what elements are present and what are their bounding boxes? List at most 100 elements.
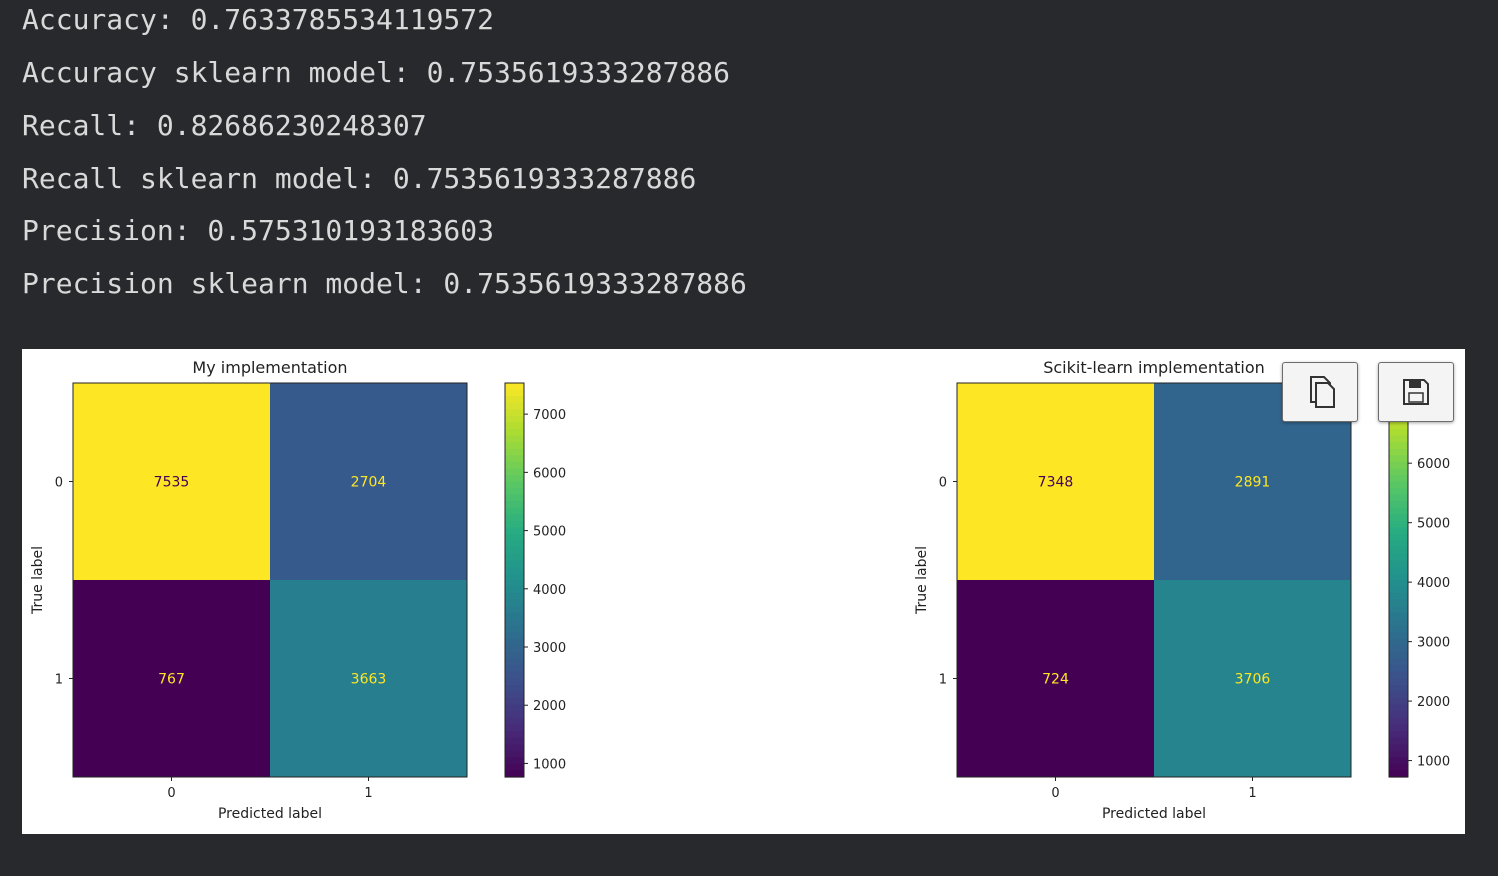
colorbar-segment (505, 534, 524, 542)
colorbar-segment (1389, 422, 1408, 430)
x-tick-label: 0 (167, 786, 175, 801)
colorbar-tick-label: 2000 (533, 699, 566, 714)
cell-value: 3706 (1235, 672, 1271, 688)
colorbar-segment (505, 389, 524, 397)
colorbar-segment (1389, 770, 1408, 778)
colorbar-segment (505, 507, 524, 515)
colorbar-segment (505, 770, 524, 778)
colorbar-segment (1389, 612, 1408, 620)
precision-line: Precision: 0.575310193183603 (22, 214, 495, 247)
colorbar-segment (505, 632, 524, 640)
colorbar-segment (1389, 586, 1408, 594)
colorbar-tick-label: 5000 (1417, 517, 1450, 532)
matrix-cell (270, 383, 467, 580)
cell-value: 767 (158, 672, 185, 688)
y-tick-label: 0 (55, 476, 63, 491)
colorbar-segment (505, 442, 524, 450)
colorbar-segment (505, 724, 524, 732)
colorbar-segment (1389, 665, 1408, 673)
colorbar-segment (1389, 606, 1408, 614)
colorbar-segment (505, 383, 524, 391)
colorbar-segment (1389, 737, 1408, 745)
colorbar-segment (1389, 698, 1408, 706)
colorbar-segment (505, 731, 524, 739)
colorbar-segment (1389, 461, 1408, 469)
colorbar-segment (505, 428, 524, 437)
colorbar-segment (505, 698, 524, 706)
save-button[interactable] (1378, 362, 1454, 422)
colorbar-segment (1389, 599, 1408, 607)
colorbar-tick-label: 7000 (533, 408, 566, 423)
colorbar-segment (505, 415, 524, 423)
matrix-cell (1154, 580, 1351, 777)
matrix-cell (957, 580, 1154, 777)
matrix-cell (73, 383, 270, 580)
colorbar-segment (505, 658, 524, 666)
colorbar-frame (504, 382, 525, 778)
colorbar-segment (505, 685, 524, 693)
colorbar-segment (505, 593, 524, 601)
colorbar-segment (1389, 671, 1408, 680)
colorbar-segment (505, 461, 524, 469)
colorbar-segment (505, 757, 524, 765)
colorbar-segment (505, 606, 524, 614)
colorbar-segment (505, 639, 524, 647)
colorbar-segment (505, 409, 524, 417)
colorbar-segment (1389, 573, 1408, 581)
colorbar-tick-label: 5000 (533, 525, 566, 540)
matrix-cell (270, 580, 467, 777)
x-tick-label: 0 (1051, 786, 1059, 801)
colorbar-segment (1389, 448, 1408, 456)
colorbar-segment (505, 619, 524, 627)
colorbar-tick-label: 2000 (1417, 695, 1450, 710)
x-axis-label: Predicted label (218, 806, 322, 822)
colorbar-segment (505, 435, 524, 443)
precision-sklearn-line: Precision sklearn model: 0.7535619333287… (22, 267, 747, 300)
cell-value: 724 (1042, 672, 1069, 688)
colorbar-segment (1389, 566, 1408, 575)
colorbar-segment (1389, 553, 1408, 561)
colorbar-segment (505, 501, 524, 509)
colorbar-tick-label: 3000 (1417, 636, 1450, 651)
colorbar-segment (1389, 580, 1408, 588)
colorbar-segment (505, 468, 524, 476)
colorbar-segment (505, 586, 524, 594)
colorbar-segment (1389, 625, 1408, 634)
colorbar-segment (1389, 724, 1408, 732)
colorbar-segment (1389, 428, 1408, 437)
colorbar-segment (505, 422, 524, 430)
cell-value: 2704 (351, 475, 387, 491)
matrix-cell (957, 383, 1154, 580)
colorbar-tick-label: 3000 (533, 641, 566, 656)
save-icon (1403, 379, 1429, 405)
colorbar-segment (505, 488, 524, 496)
colorbar-tick-label: 1000 (1417, 755, 1450, 770)
colorbar-segment (505, 547, 524, 555)
colorbar-segment (505, 396, 524, 404)
copy-icon (1310, 376, 1335, 408)
colorbar-segment (505, 553, 524, 561)
colorbar-segment (1389, 750, 1408, 758)
colorbar-segment (1389, 501, 1408, 509)
colorbar-segment (505, 612, 524, 620)
colorbar-tick-label: 1000 (533, 757, 566, 772)
x-tick-label: 1 (364, 786, 372, 801)
colorbar-segment (1389, 507, 1408, 515)
colorbar-segment (505, 704, 524, 712)
colorbar-segment (1389, 468, 1408, 476)
colorbar-segment (505, 481, 524, 489)
colorbar-segment (505, 678, 524, 686)
colorbar-segment (505, 671, 524, 680)
colorbar-segment (505, 573, 524, 581)
colorbar-segment (1389, 645, 1408, 653)
copy-button[interactable] (1282, 362, 1358, 422)
colorbar-segment (1389, 763, 1408, 772)
colorbar-segment (1389, 731, 1408, 739)
colorbar-segment (1389, 560, 1408, 568)
y-axis-label: True label (30, 546, 46, 615)
colorbar-segment (1389, 527, 1408, 535)
colorbar-segment (505, 711, 524, 719)
colorbar-segment (505, 645, 524, 653)
colorbar-segment (1389, 481, 1408, 489)
chart-title: Scikit-learn implementation (1043, 358, 1265, 377)
